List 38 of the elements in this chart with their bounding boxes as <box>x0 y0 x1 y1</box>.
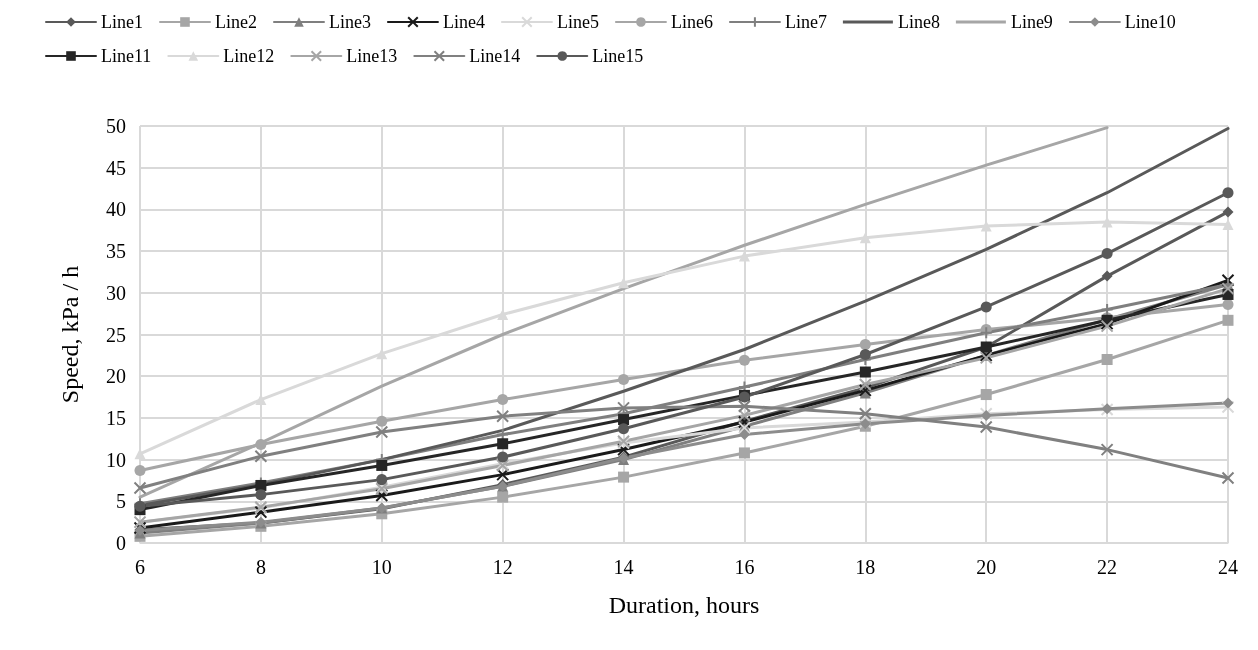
y-tick-label: 15 <box>106 406 126 429</box>
y-tick-label: 50 <box>106 115 126 137</box>
x-tick-label: 20 <box>976 556 997 578</box>
x-tick-label: 16 <box>734 556 755 578</box>
legend-label: Line15 <box>592 46 644 66</box>
y-tick-label: 20 <box>106 365 126 388</box>
x-tick-label: 6 <box>135 556 145 578</box>
y-tick-label: 45 <box>106 156 126 179</box>
x-tick-label: 10 <box>371 556 392 578</box>
x-tick-label: 22 <box>1097 556 1118 578</box>
legend-label: Line12 <box>223 46 275 66</box>
legend-label: Line14 <box>469 46 521 66</box>
legend-label: Line10 <box>1124 12 1176 32</box>
y-tick-label: 30 <box>106 281 126 304</box>
legend-label: Line4 <box>442 12 485 32</box>
legend-label: Line7 <box>784 12 827 32</box>
x-tick-label: 24 <box>1218 556 1238 578</box>
legend-label: Line2 <box>214 12 257 32</box>
x-tick-label: 12 <box>492 556 513 578</box>
legend-label: Line3 <box>328 12 371 32</box>
y-tick-label: 10 <box>106 448 126 471</box>
y-tick-label: 25 <box>106 323 126 346</box>
legend-label: Line13 <box>346 46 398 66</box>
x-tick-label: 8 <box>255 556 266 578</box>
x-axis-title: Duration, hours <box>608 592 760 618</box>
legend-label: Line9 <box>1010 12 1053 32</box>
x-tick-label: 18 <box>855 556 876 578</box>
legend-label: Line6 <box>670 12 713 32</box>
legend-label: Line8 <box>897 12 940 32</box>
y-tick-label: 40 <box>106 198 126 221</box>
y-tick-label: 0 <box>116 532 126 554</box>
x-tick-label: 14 <box>613 556 634 578</box>
legend-label: Line5 <box>556 12 599 32</box>
y-tick-label: 5 <box>116 490 126 513</box>
y-tick-label: 35 <box>106 240 126 263</box>
legend-label: Line11 <box>101 46 152 66</box>
y-axis-title: Speed, kPa / h <box>57 265 83 404</box>
legend-label: Line1 <box>101 12 143 32</box>
